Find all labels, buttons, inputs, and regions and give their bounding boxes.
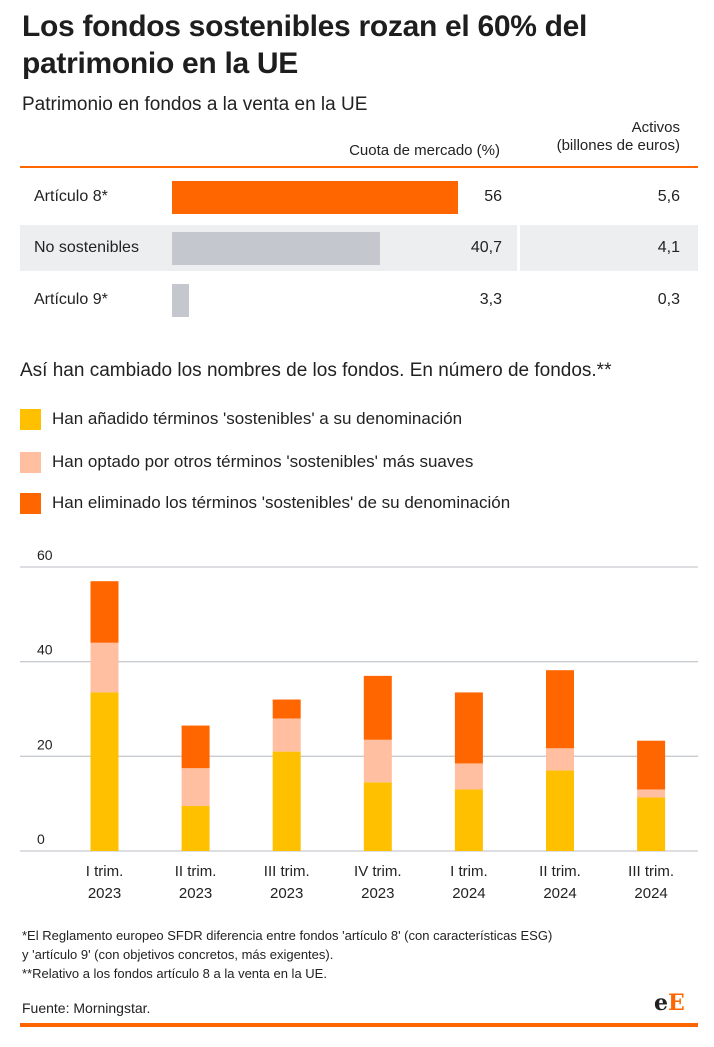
x-tick-label: 2023 (361, 885, 394, 902)
footnote-3: **Relativo a los fondos artículo 8 a la … (22, 966, 327, 981)
chart-title: Los fondos sostenibles rozan el 60% del … (22, 10, 588, 80)
y-tick-label: 20 (37, 736, 53, 752)
assets-value: 0,3 (657, 291, 680, 308)
bottom-rule (20, 1023, 698, 1027)
x-tick-label: IV trim. (354, 863, 402, 880)
column-header-share: Cuota de mercado (%) (349, 142, 500, 159)
bar-segment (454, 763, 483, 790)
legend-swatch (20, 452, 41, 473)
stacked-bar-chart: 0 20 40 60 I trim. 2023 II trim. 2023 III trim. 2… (20, 547, 698, 902)
bar-segment (637, 740, 666, 790)
x-tick-label: III trim. (264, 863, 310, 880)
x-tick-label: 2024 (543, 885, 576, 902)
footnote-1: *El Reglamento europeo SFDR diferencia e… (22, 928, 553, 943)
bar-segment (363, 782, 392, 851)
x-tick-label: 2023 (88, 885, 121, 902)
y-tick-label: 40 (37, 642, 53, 658)
x-tick-label: 2023 (179, 885, 212, 902)
x-tick-label: I trim. (86, 863, 124, 880)
footnote-2: y 'artículo 9' (con objetivos concretos,… (22, 947, 334, 962)
share-bar (172, 232, 380, 265)
share-value: 40,7 (470, 239, 502, 256)
bar-segment (181, 725, 210, 769)
column-header-assets: Activos (billones de euros) (500, 119, 680, 155)
section-title: Así han cambiado los nombres de los fond… (20, 360, 612, 381)
bar-segment (363, 739, 392, 783)
bar-segment (454, 789, 483, 851)
row-label: No sostenibles (34, 239, 139, 256)
row-label: Artículo 8* (34, 188, 108, 205)
bar-segment (546, 770, 574, 851)
x-tick-label: 2024 (634, 885, 667, 902)
table-row-no-sostenibles: No sostenibles 40,7 4,1 (20, 225, 698, 271)
legend-swatch (20, 409, 41, 430)
bar-segment (90, 692, 119, 851)
table-row-articulo-9: Artículo 9* 3,3 0,3 (20, 277, 698, 323)
share-bar (172, 284, 189, 317)
share-bar (172, 181, 458, 214)
bar-segment (272, 699, 301, 719)
table-top-rule (20, 166, 698, 168)
column-header-assets-line1: Activos (631, 119, 680, 136)
assets-value: 4,1 (657, 239, 680, 256)
bar-segment (272, 718, 301, 752)
y-tick-label: 0 (37, 831, 45, 847)
bar-segment (90, 581, 119, 643)
legend-label: Han eliminado los términos 'sostenibles'… (52, 493, 511, 512)
bar-segment (637, 797, 666, 851)
share-value: 56 (484, 188, 502, 205)
publisher-logo: eE (654, 990, 685, 1016)
bar-segment (454, 692, 483, 764)
x-tick-label: 2023 (270, 885, 303, 902)
x-tick-label: I trim. (450, 863, 488, 880)
chart-subtitle: Patrimonio en fondos a la venta en la UE (22, 94, 368, 115)
y-tick-label: 60 (37, 547, 53, 563)
bar-segment (90, 642, 119, 693)
share-value: 3,3 (479, 291, 502, 308)
x-tick-label: 2024 (452, 885, 485, 902)
source-note: Fuente: Morningstar. (22, 1000, 151, 1016)
bar-segment (546, 748, 574, 771)
legend-label: Han añadido términos 'sostenibles' a su … (52, 409, 463, 428)
bar-segment (272, 751, 301, 851)
x-tick-label: III trim. (628, 863, 674, 880)
table-row-articulo-8: Artículo 8* 56 5,6 (20, 174, 698, 220)
row-label: Artículo 9* (34, 291, 108, 308)
bar-segment (181, 806, 210, 851)
bar-segment (637, 789, 666, 798)
legend-label: Han optado por otros términos 'sostenibl… (52, 452, 474, 471)
assets-value: 5,6 (657, 188, 680, 205)
column-header-assets-line2: (billones de euros) (556, 137, 680, 154)
x-tick-label: II trim. (539, 863, 581, 880)
legend-swatch (20, 493, 41, 514)
row-shading (520, 225, 698, 271)
bar-segment (363, 675, 392, 740)
bar-segment (181, 768, 210, 807)
bar-segment (546, 670, 574, 749)
x-tick-label: II trim. (175, 863, 217, 880)
